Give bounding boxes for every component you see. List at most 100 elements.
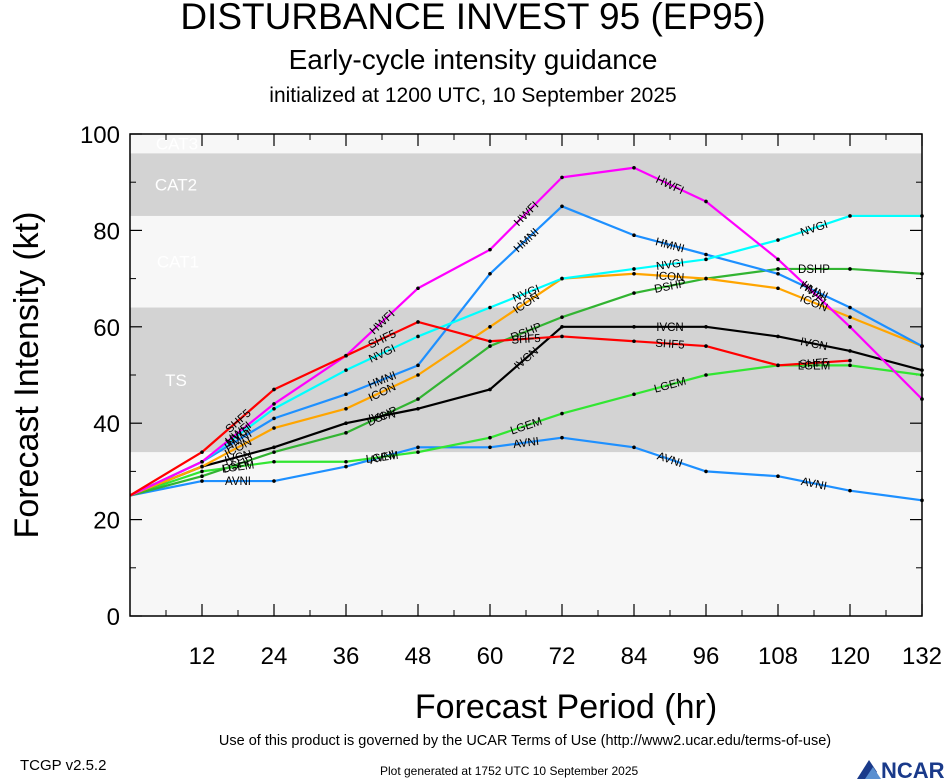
- y-tick-label-80: 80: [93, 218, 120, 245]
- data-point-shf5: [560, 334, 564, 339]
- data-point-icon: [848, 315, 852, 319]
- series-label-ivcn: IVCN: [656, 322, 683, 334]
- data-point-hwfi: [272, 402, 276, 406]
- data-point-hmni: [704, 252, 708, 257]
- terms-of-use: Use of this product is governed by the U…: [218, 733, 832, 749]
- data-point-avni: [344, 464, 348, 469]
- svg-text:NCAR: NCAR: [881, 758, 945, 780]
- data-point-ivcn: [776, 334, 780, 339]
- series-label-lgem: LGEM: [365, 450, 399, 466]
- y-tick-label-20: 20: [93, 508, 120, 535]
- y-axis-label: Forecast Intensity (kt): [8, 212, 46, 539]
- band-label-cat1: CAT1: [157, 253, 199, 272]
- data-point-dshp: [848, 267, 852, 271]
- series-line-ivcn: [129, 325, 923, 497]
- series-label-ivcn: IVCN: [368, 408, 397, 425]
- axes: 12 24 36 48 60 72 84 96 108 120 132 0 20 40 60 80 100: [80, 122, 942, 670]
- data-point-hmni: [848, 305, 852, 310]
- data-point-hmni: [416, 363, 420, 368]
- data-point-dshp: [416, 397, 420, 401]
- data-point-lgem: [704, 373, 708, 377]
- series-line-nvgi: [129, 214, 922, 497]
- y-tick-label-40: 40: [93, 411, 120, 438]
- series-label-shf5: SHF5: [511, 333, 541, 347]
- data-point-hwfi: [488, 247, 492, 252]
- data-point-dshp: [632, 291, 636, 295]
- series-line-dshp: [129, 267, 923, 497]
- series-label-avni: AVNI: [225, 476, 251, 488]
- data-point-avni: [632, 445, 636, 450]
- series-layer: [129, 165, 924, 503]
- chart-title: DISTURBANCE INVEST 95 (EP95): [180, 0, 766, 37]
- x-tick-label-24: 24: [261, 643, 288, 670]
- data-point-icon: [776, 286, 780, 291]
- data-point-dshp: [488, 344, 492, 348]
- band-cat2: [130, 153, 922, 216]
- data-point-icon: [344, 406, 348, 411]
- intensity-bands: TS CAT1 CAT2 CAT3: [130, 134, 922, 616]
- data-point-dshp: [560, 315, 564, 319]
- data-point-icon: [416, 373, 420, 377]
- data-point-hmni: [560, 204, 564, 209]
- data-point-avni: [560, 435, 564, 440]
- data-point-shf5: [704, 344, 708, 348]
- data-point-avni: [704, 469, 708, 474]
- data-point-shf5: [848, 358, 852, 363]
- series-label-ivcn: IVCN: [799, 336, 828, 353]
- data-point-hmni: [272, 416, 276, 421]
- data-point-lgem: [632, 392, 636, 397]
- x-tick-label-84: 84: [621, 643, 648, 670]
- data-point-nvgi: [344, 368, 348, 372]
- data-point-shf5: [776, 363, 780, 368]
- data-point-hwfi: [776, 257, 780, 262]
- x-tick-label-12: 12: [189, 643, 216, 670]
- version-label: TCGP v2.5.2: [20, 757, 107, 774]
- data-point-icon: [272, 426, 276, 430]
- x-tick-label-36: 36: [333, 643, 360, 670]
- plot-frame: [129, 133, 923, 617]
- data-point-dshp: [272, 450, 276, 454]
- data-point-nvgi: [776, 238, 780, 242]
- x-axis-label: Forecast Period (hr): [415, 688, 717, 726]
- data-point-avni: [416, 445, 420, 450]
- data-point-shf5: [200, 450, 204, 454]
- data-point-dshp: [200, 474, 204, 479]
- data-point-avni: [272, 479, 276, 483]
- data-point-nvgi: [632, 267, 636, 271]
- data-point-shf5: [488, 339, 492, 344]
- data-point-avni: [200, 479, 204, 483]
- band-label-ts: TS: [165, 371, 187, 390]
- data-point-hmni: [776, 271, 780, 276]
- data-point-lgem: [560, 411, 564, 416]
- data-point-ivcn: [704, 325, 708, 329]
- data-point-ivcn: [488, 387, 492, 392]
- data-point-nvgi: [488, 305, 492, 310]
- data-point-hmni: [344, 392, 348, 397]
- data-point-icon: [200, 464, 204, 469]
- data-point-hwfi: [416, 286, 420, 291]
- chart-init-time: initialized at 1200 UTC, 10 September 20…: [269, 84, 677, 107]
- data-point-hwfi: [200, 459, 204, 464]
- band-cat3: [130, 134, 922, 154]
- x-tick-label-96: 96: [693, 643, 720, 670]
- data-point-lgem: [344, 459, 348, 464]
- x-tick-label-48: 48: [405, 643, 432, 670]
- data-point-avni: [488, 445, 492, 450]
- data-point-ivcn: [848, 349, 852, 353]
- series-label-lgem: LGEM: [221, 459, 255, 475]
- x-tick-label-120: 120: [830, 643, 870, 670]
- series-label-shf5: SHF5: [799, 357, 829, 371]
- data-point-nvgi: [704, 257, 708, 262]
- data-point-shf5: [272, 387, 276, 392]
- series-line-hmni: [129, 205, 923, 497]
- series-line-avni: [129, 436, 923, 502]
- series-label-dshp: DSHP: [798, 264, 830, 276]
- data-point-lgem: [272, 459, 276, 464]
- data-point-nvgi: [416, 334, 420, 339]
- data-point-nvgi: [272, 406, 276, 411]
- y-tick-label-0: 0: [107, 604, 120, 631]
- data-point-ivcn: [632, 325, 636, 329]
- series-label-nvgi: NVGI: [655, 257, 684, 273]
- data-point-shf5: [344, 353, 348, 358]
